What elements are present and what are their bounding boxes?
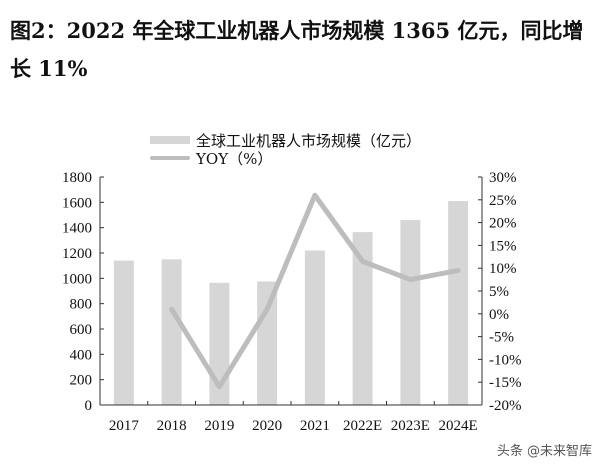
x-tick-label: 2022E bbox=[343, 418, 382, 434]
right-tick-label: -15% bbox=[489, 375, 522, 391]
bar-2021 bbox=[304, 250, 325, 405]
bar-2022E bbox=[352, 232, 373, 405]
left-tick-label: 1400 bbox=[62, 221, 92, 237]
right-tick-label: 10% bbox=[489, 261, 517, 277]
right-tick-label: 20% bbox=[489, 216, 517, 232]
bar-2020 bbox=[257, 281, 278, 405]
x-tick-label: 2021 bbox=[300, 418, 330, 434]
left-tick-label: 400 bbox=[70, 347, 93, 363]
left-tick-label: 800 bbox=[70, 297, 93, 313]
right-tick-label: 5% bbox=[489, 284, 509, 300]
legend-item-bar: 全球工业机器人市场规模（亿元） bbox=[150, 131, 422, 150]
left-tick-label: 1600 bbox=[62, 195, 92, 211]
legend: 全球工业机器人市场规模（亿元） YOY（%） bbox=[150, 131, 422, 168]
x-tick-label: 2024E bbox=[439, 418, 478, 434]
legend-swatch-line bbox=[150, 156, 190, 160]
right-tick-label: 15% bbox=[489, 238, 517, 254]
right-tick-label: -10% bbox=[489, 352, 522, 368]
left-tick-label: 1200 bbox=[62, 246, 92, 262]
x-tick-label: 2017 bbox=[109, 418, 140, 434]
left-tick-label: 200 bbox=[70, 373, 93, 389]
legend-item-line: YOY（%） bbox=[150, 149, 421, 168]
bar-2017 bbox=[113, 260, 134, 405]
legend-label: 全球工业机器人市场规模（亿元） bbox=[196, 131, 422, 150]
right-tick-label: 25% bbox=[489, 193, 517, 209]
x-tick-label: 2020 bbox=[252, 418, 282, 434]
bar-2023E bbox=[400, 220, 421, 405]
x-tick-label: 2019 bbox=[204, 418, 234, 434]
left-tick-label: 1000 bbox=[62, 271, 92, 287]
left-tick-label: 1800 bbox=[62, 170, 92, 186]
right-tick-label: -20% bbox=[489, 398, 522, 414]
bar-2018 bbox=[161, 259, 182, 405]
right-tick-label: 0% bbox=[489, 307, 509, 323]
watermark: 头条 @未来智库 bbox=[496, 444, 592, 459]
legend-label: YOY（%） bbox=[196, 149, 273, 168]
left-tick-label: 0 bbox=[85, 398, 93, 414]
chart-title: 图2：2022 年全球工业机器人市场规模 1365 亿元，同比增长 11% bbox=[10, 18, 584, 81]
left-tick-label: 600 bbox=[70, 322, 93, 338]
right-tick-label: 30% bbox=[489, 170, 517, 186]
x-tick-label: 2023E bbox=[391, 418, 430, 434]
legend-swatch-bar bbox=[150, 136, 190, 144]
right-tick-label: -5% bbox=[489, 330, 514, 346]
x-tick-label: 2018 bbox=[157, 418, 187, 434]
bar-2024E bbox=[448, 201, 469, 405]
